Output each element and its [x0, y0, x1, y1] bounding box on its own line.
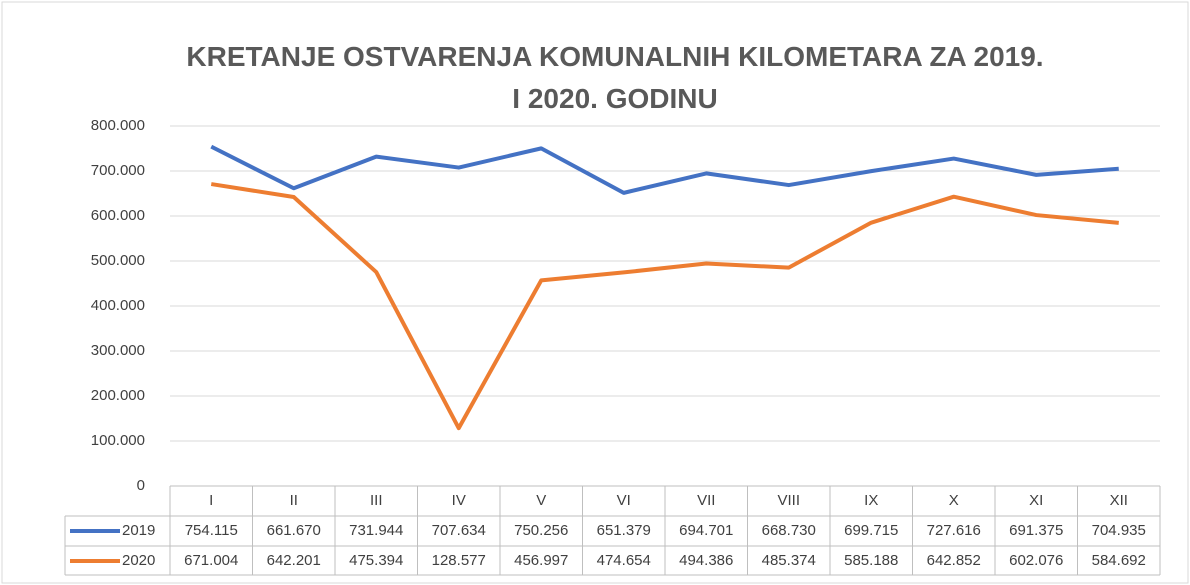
- table-value: 699.715: [844, 522, 898, 539]
- x-tick-label: VIII: [777, 492, 800, 509]
- table-value: 754.115: [185, 522, 238, 539]
- x-tick-label: IV: [452, 492, 466, 509]
- table-value: 704.935: [1092, 522, 1146, 539]
- x-tick-label: III: [370, 492, 383, 509]
- table-value: 602.076: [1009, 552, 1063, 569]
- x-tick-label: V: [536, 492, 546, 509]
- y-tick-label: 800.000: [91, 117, 145, 134]
- y-tick-label: 200.000: [91, 387, 145, 404]
- table-value: 731.944: [349, 522, 403, 539]
- table-value: 128.577: [432, 552, 486, 569]
- table-value: 651.379: [597, 522, 651, 539]
- table-value: 475.394: [349, 552, 403, 569]
- table-value: 456.997: [514, 552, 568, 569]
- chart-title: KRETANJE OSTVARENJA KOMUNALNIH KILOMETAR…: [186, 41, 1044, 114]
- table-value: 727.616: [927, 522, 981, 539]
- y-tick-label: 700.000: [91, 162, 145, 179]
- series-line: [210, 182, 1119, 431]
- y-tick-label: 100.000: [91, 432, 145, 449]
- legend-label: 2020: [122, 552, 155, 569]
- table-value: 750.256: [514, 522, 568, 539]
- y-tick-label: 500.000: [91, 252, 145, 269]
- legend-label: 2019: [122, 522, 155, 539]
- table-value: 691.375: [1009, 522, 1063, 539]
- y-tick-label: 0: [137, 477, 145, 494]
- table-value: 707.634: [432, 522, 486, 539]
- y-tick-label: 300.000: [91, 342, 145, 359]
- table-value: 485.374: [762, 552, 816, 569]
- table-value: 694.701: [679, 522, 733, 539]
- x-tick-label: II: [290, 492, 298, 509]
- table-value: 474.654: [597, 552, 651, 569]
- table-value: 642.852: [927, 552, 981, 569]
- table-value: 668.730: [762, 522, 816, 539]
- x-tick-label: X: [949, 492, 959, 509]
- table-value: 671.004: [184, 552, 238, 569]
- table-value: 584.692: [1092, 552, 1146, 569]
- table-value: 585.188: [844, 552, 898, 569]
- y-tick-label: 600.000: [91, 207, 145, 224]
- table-value: 642.201: [267, 552, 321, 569]
- table-value: 494.386: [679, 552, 733, 569]
- x-tick-label: IX: [864, 492, 878, 509]
- x-tick-label: VII: [697, 492, 715, 509]
- y-tick-label: 400.000: [91, 297, 145, 314]
- x-tick-label: XII: [1110, 492, 1128, 509]
- x-tick-label: I: [209, 492, 213, 509]
- x-tick-label: VI: [617, 492, 631, 509]
- series-line: [210, 144, 1119, 195]
- table-value: 661.670: [267, 522, 321, 539]
- x-tick-label: XI: [1029, 492, 1043, 509]
